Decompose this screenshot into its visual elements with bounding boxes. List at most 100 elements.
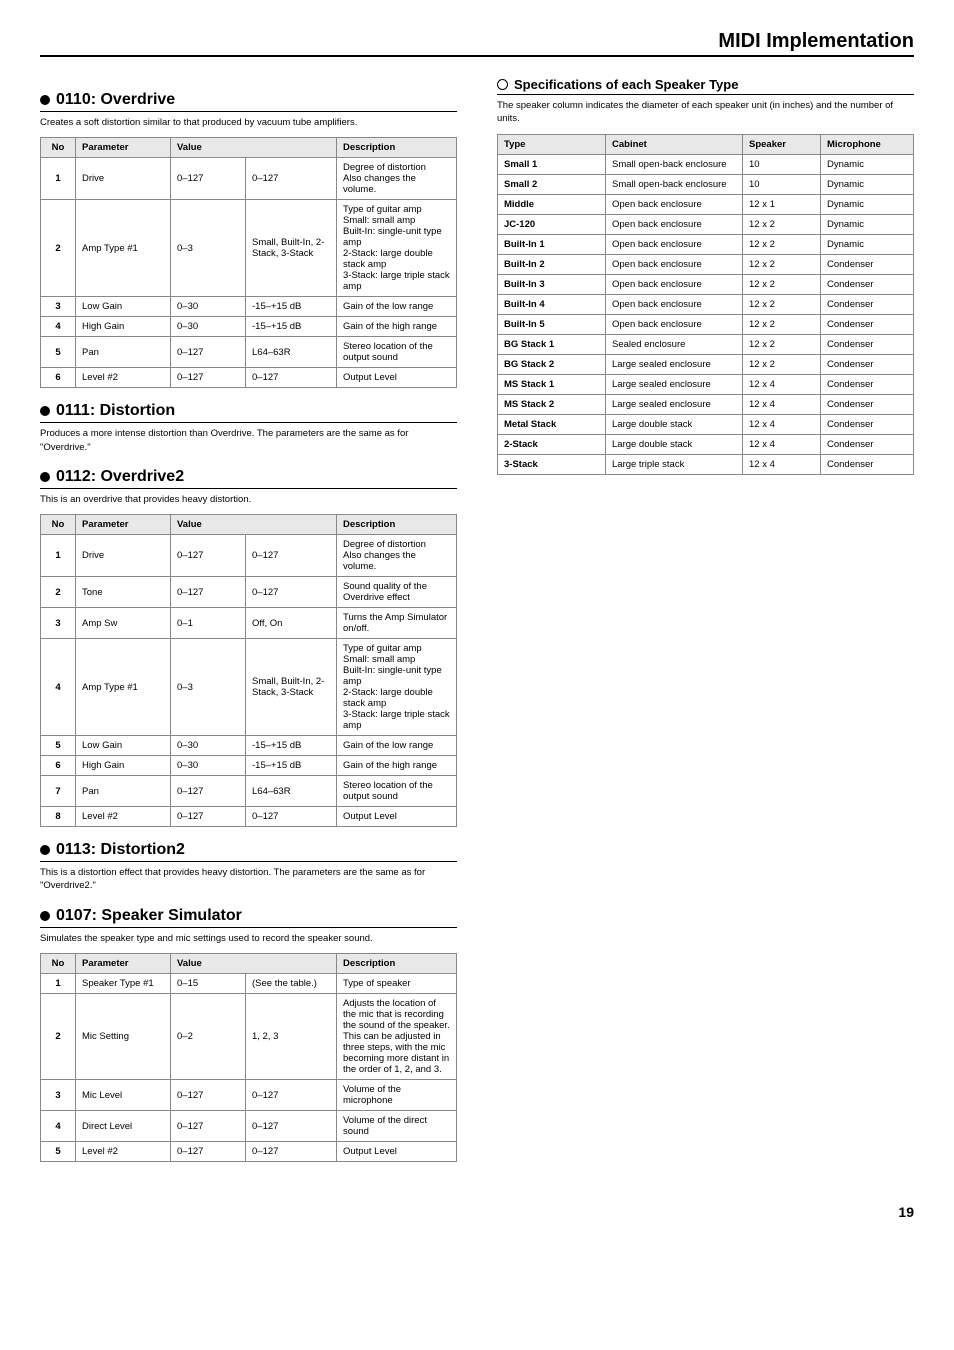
parameter-table: NoParameterValueDescription1Drive0–1270–… [40, 514, 457, 827]
cell-mic: Condenser [821, 394, 914, 414]
cell-mic: Condenser [821, 414, 914, 434]
cell-desc: Output Level [337, 807, 457, 827]
cell-value1: 0–127 [171, 807, 246, 827]
cell-type: Small 1 [498, 154, 606, 174]
cell-speaker: 12 x 2 [743, 234, 821, 254]
cell-type: BG Stack 1 [498, 334, 606, 354]
page-number: 19 [40, 1204, 914, 1220]
cell-param: Direct Level [76, 1111, 171, 1142]
cell-speaker: 12 x 2 [743, 294, 821, 314]
cell-cabinet: Large double stack [606, 434, 743, 454]
cell-value2: 0–127 [246, 1080, 337, 1111]
cell-speaker: 12 x 4 [743, 414, 821, 434]
cell-value2: -15–+15 dB [246, 297, 337, 317]
cell-param: High Gain [76, 317, 171, 337]
cell-desc: Gain of the high range [337, 317, 457, 337]
cell-desc: Degree of distortionAlso changes the vol… [337, 535, 457, 577]
table-header: No [41, 954, 76, 974]
cell-mic: Dynamic [821, 154, 914, 174]
section-title: 0112: Overdrive2 [40, 468, 457, 489]
cell-value2: 0–127 [246, 1142, 337, 1162]
cell-type: 2-Stack [498, 434, 606, 454]
subsection-title: Specifications of each Speaker Type [497, 77, 914, 95]
table-row: 3-StackLarge triple stack12 x 4Condenser [498, 454, 914, 474]
table-row: 4High Gain0–30-15–+15 dBGain of the high… [41, 317, 457, 337]
cell-speaker: 12 x 2 [743, 334, 821, 354]
bullet-icon [40, 472, 50, 482]
section-title: 0107: Speaker Simulator [40, 907, 457, 928]
cell-desc: Degree of distortionAlso changes the vol… [337, 158, 457, 200]
page-header: MIDI Implementation [40, 30, 914, 57]
cell-type: 3-Stack [498, 454, 606, 474]
table-header: Parameter [76, 138, 171, 158]
cell-no: 2 [41, 200, 76, 297]
cell-param: Amp Type #1 [76, 639, 171, 736]
cell-value1: 0–127 [171, 1142, 246, 1162]
subsection-desc: The speaker column indicates the diamete… [497, 99, 914, 126]
cell-cabinet: Open back enclosure [606, 274, 743, 294]
cell-mic: Dynamic [821, 214, 914, 234]
cell-speaker: 12 x 2 [743, 314, 821, 334]
cell-param: Level #2 [76, 1142, 171, 1162]
cell-cabinet: Open back enclosure [606, 234, 743, 254]
cell-value2: -15–+15 dB [246, 736, 337, 756]
cell-value1: 0–127 [171, 368, 246, 388]
table-header: Value [171, 954, 337, 974]
cell-param: Level #2 [76, 807, 171, 827]
cell-value2: Small, Built-In, 2-Stack, 3-Stack [246, 639, 337, 736]
table-row: JC-120Open back enclosure12 x 2Dynamic [498, 214, 914, 234]
cell-mic: Condenser [821, 334, 914, 354]
table-row: Small 2Small open-back enclosure10Dynami… [498, 174, 914, 194]
cell-no: 3 [41, 297, 76, 317]
cell-mic: Dynamic [821, 234, 914, 254]
table-header: Parameter [76, 954, 171, 974]
table-row: 7Pan0–127L64–63RStereo location of the o… [41, 776, 457, 807]
cell-param: Pan [76, 337, 171, 368]
cell-no: 1 [41, 158, 76, 200]
section-desc: This is an overdrive that provides heavy… [40, 493, 457, 506]
cell-type: Middle [498, 194, 606, 214]
cell-no: 1 [41, 535, 76, 577]
cell-no: 2 [41, 577, 76, 608]
cell-no: 1 [41, 974, 76, 994]
page-title: MIDI Implementation [40, 30, 914, 53]
cell-mic: Condenser [821, 454, 914, 474]
cell-param: Mic Level [76, 1080, 171, 1111]
cell-type: Built-In 1 [498, 234, 606, 254]
cell-no: 8 [41, 807, 76, 827]
cell-param: Tone [76, 577, 171, 608]
cell-value1: 0–2 [171, 994, 246, 1080]
cell-cabinet: Open back enclosure [606, 214, 743, 234]
circle-icon [497, 79, 508, 90]
cell-desc: Output Level [337, 1142, 457, 1162]
cell-mic: Condenser [821, 294, 914, 314]
cell-value2: Small, Built-In, 2-Stack, 3-Stack [246, 200, 337, 297]
cell-mic: Condenser [821, 434, 914, 454]
cell-value1: 0–30 [171, 756, 246, 776]
cell-no: 5 [41, 337, 76, 368]
cell-param: Mic Setting [76, 994, 171, 1080]
cell-value2: Off, On [246, 608, 337, 639]
cell-value1: 0–3 [171, 639, 246, 736]
table-header: Description [337, 138, 457, 158]
section-desc: This is a distortion effect that provide… [40, 866, 457, 893]
cell-no: 6 [41, 756, 76, 776]
cell-cabinet: Open back enclosure [606, 294, 743, 314]
cell-value1: 0–127 [171, 535, 246, 577]
cell-value2: -15–+15 dB [246, 756, 337, 776]
cell-type: Built-In 5 [498, 314, 606, 334]
cell-value1: 0–127 [171, 158, 246, 200]
table-row: MS Stack 1Large sealed enclosure12 x 4Co… [498, 374, 914, 394]
section-desc: Produces a more intense distortion than … [40, 427, 457, 454]
section-title-text: 0113: Distortion2 [56, 841, 185, 859]
bullet-icon [40, 845, 50, 855]
table-row: BG Stack 1Sealed enclosure12 x 2Condense… [498, 334, 914, 354]
cell-speaker: 10 [743, 174, 821, 194]
cell-cabinet: Large double stack [606, 414, 743, 434]
right-column: Specifications of each Speaker Type The s… [497, 77, 914, 1174]
table-row: Built-In 3Open back enclosure12 x 2Conde… [498, 274, 914, 294]
cell-value2: 0–127 [246, 158, 337, 200]
table-row: 1Drive0–1270–127Degree of distortionAlso… [41, 535, 457, 577]
table-row: 1Drive0–1270–127Degree of distortionAlso… [41, 158, 457, 200]
cell-value2: (See the table.) [246, 974, 337, 994]
